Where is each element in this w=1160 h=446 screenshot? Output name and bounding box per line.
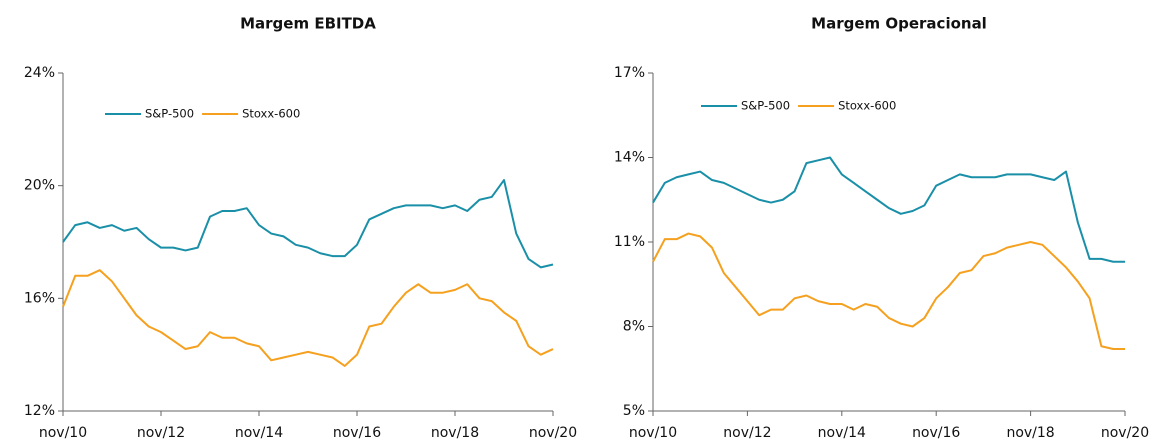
x-tick-label: nov/12 <box>723 425 771 441</box>
chart-title: Margem EBITDA <box>240 15 376 33</box>
legend-label: S&P-500 <box>741 99 790 113</box>
legend-label: Stoxx-600 <box>242 107 300 121</box>
y-tick-label: 14% <box>614 150 645 166</box>
x-tick-label: nov/14 <box>235 425 283 441</box>
y-tick-label: 8% <box>623 319 645 335</box>
series-line <box>62 269 554 367</box>
series-line <box>62 179 554 269</box>
y-tick-label: 5% <box>623 403 645 419</box>
x-tick-label: nov/14 <box>818 425 866 441</box>
legend-label: S&P-500 <box>145 107 194 121</box>
y-tick-label: 17% <box>614 65 645 81</box>
y-tick-label: 12% <box>24 403 55 419</box>
x-tick-label: nov/20 <box>1101 425 1149 441</box>
x-tick-label: nov/10 <box>39 425 87 441</box>
chart-title: Margem Operacional <box>811 15 987 33</box>
series-line <box>652 232 1125 351</box>
x-tick-label: nov/16 <box>333 425 381 441</box>
x-tick-label: nov/18 <box>1006 425 1054 441</box>
x-tick-label: nov/16 <box>912 425 960 441</box>
y-tick-label: 16% <box>24 290 55 306</box>
y-tick-label: 20% <box>24 178 55 194</box>
x-tick-label: nov/18 <box>431 425 479 441</box>
x-tick-label: nov/20 <box>529 425 577 441</box>
y-tick-label: 24% <box>24 65 55 81</box>
legend-label: Stoxx-600 <box>838 99 896 113</box>
series-line <box>652 156 1125 263</box>
x-tick-label: nov/12 <box>137 425 185 441</box>
y-tick-label: 11% <box>614 234 645 250</box>
x-tick-label: nov/10 <box>629 425 677 441</box>
